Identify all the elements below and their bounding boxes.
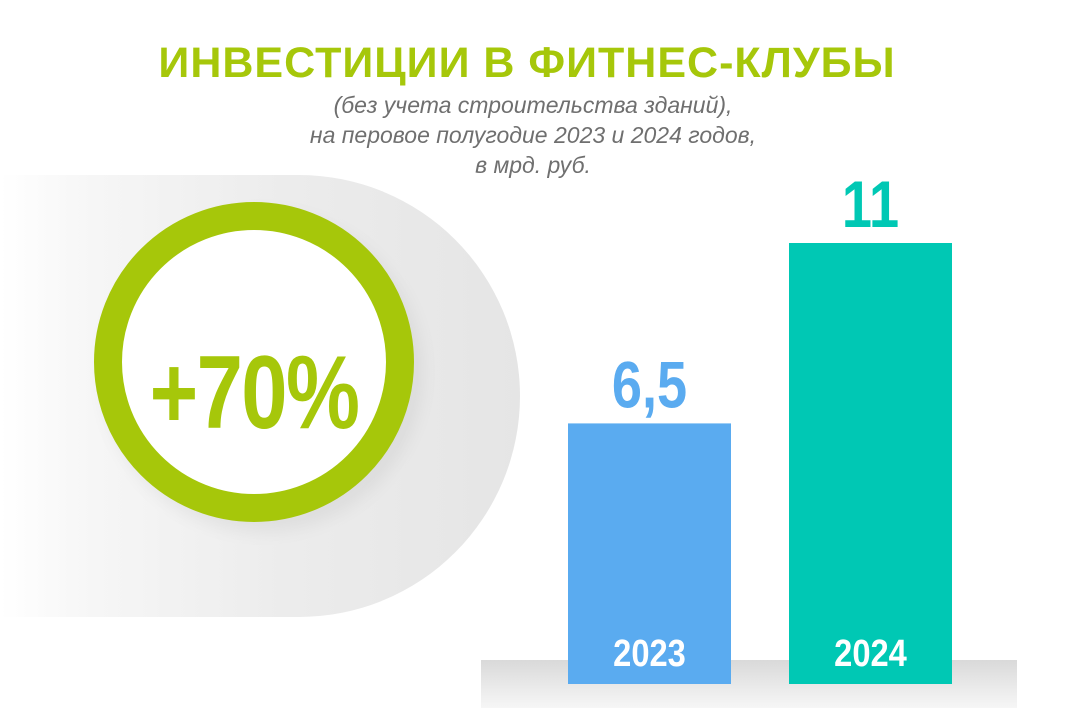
- subtitle-line-3: в мрд. руб.: [475, 152, 591, 178]
- value-label-2023: 6,5: [612, 347, 687, 421]
- bar-2024: [789, 243, 952, 684]
- subtitle-line-2: на перовое полугодие 2023 и 2024 годов,: [309, 122, 757, 148]
- growth-percentage: +70%: [149, 335, 360, 451]
- subtitle-line-1: (без учета строительства зданий),: [333, 92, 733, 118]
- bar-2023: [568, 423, 731, 684]
- category-label-2023: 2023: [613, 632, 686, 675]
- chart-subtitle: (без учета строительства зданий), на пер…: [0, 90, 1066, 180]
- chart-title: ИНВЕСТИЦИИ В ФИТНЕС-КЛУБЫ: [158, 39, 896, 87]
- value-label-2024: 11: [842, 167, 899, 241]
- category-label-2024: 2024: [834, 632, 907, 675]
